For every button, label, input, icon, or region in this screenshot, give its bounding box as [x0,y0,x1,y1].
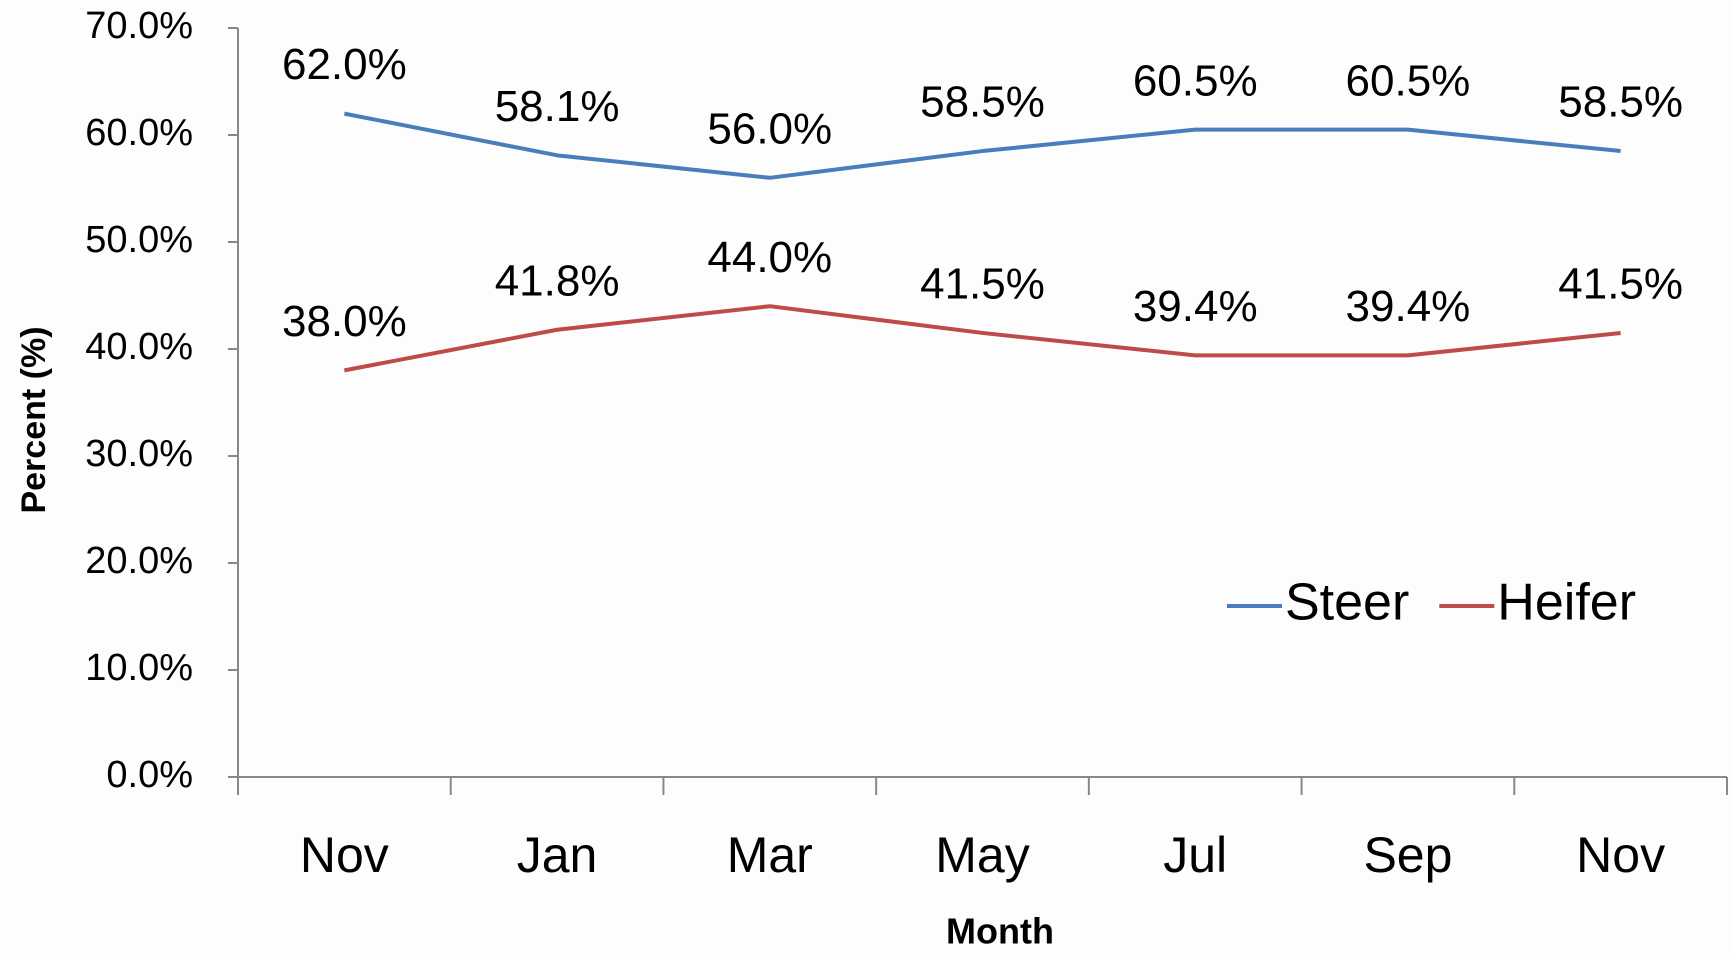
y-tick-label: 50.0% [85,219,193,261]
data-label: 60.5% [1346,56,1471,105]
y-tick-label: 20.0% [85,540,193,582]
data-label: 60.5% [1133,56,1258,105]
x-tick-label: Jan [517,827,598,883]
y-tick-label: 70.0% [85,5,193,47]
data-label: 58.1% [495,82,620,131]
x-tick-label: Nov [1576,827,1665,883]
x-tick-label: May [935,827,1029,883]
data-label: 58.5% [920,78,1045,127]
data-label: 41.5% [920,260,1045,309]
data-label: 62.0% [282,40,407,89]
x-tick-label: Sep [1363,827,1452,883]
x-axis-title: Month [946,911,1054,952]
y-tick-label: 40.0% [85,326,193,368]
x-tick-label: Jul [1163,827,1227,883]
x-tick-label: Mar [727,827,813,883]
y-tick-label: 30.0% [85,433,193,475]
data-label: 56.0% [707,104,832,153]
data-label: 41.8% [495,256,620,305]
data-label: 39.4% [1133,282,1258,331]
data-label: 38.0% [282,297,407,346]
y-tick-label: 10.0% [85,647,193,689]
legend-label: Steer [1285,574,1409,632]
x-tick-label: Nov [300,827,389,883]
y-axis-title: Percent (%) [15,326,53,513]
data-label: 44.0% [707,233,832,282]
line-series [343,111,1621,180]
line-series [343,304,1621,373]
y-tick-label: 0.0% [106,754,193,796]
y-tick-label: 60.0% [85,112,193,154]
legend-label: Heifer [1497,574,1636,632]
data-label: 58.5% [1558,78,1683,127]
data-label: 39.4% [1346,282,1471,331]
data-label: 41.5% [1558,260,1683,309]
